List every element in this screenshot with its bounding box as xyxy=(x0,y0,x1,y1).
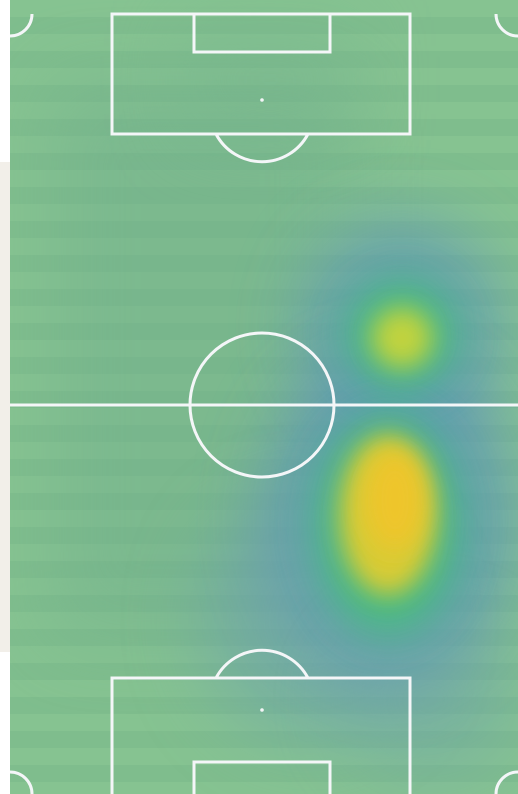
pitch-heatmap xyxy=(10,0,518,794)
top-six-yard-box xyxy=(192,12,332,54)
heat-core-upper xyxy=(372,308,432,368)
bottom-penalty-arc xyxy=(214,648,310,679)
corner-top-right xyxy=(494,13,518,38)
corner-bottom-left xyxy=(10,770,34,794)
bottom-penalty-box xyxy=(110,676,412,794)
corner-bottom-right xyxy=(494,770,518,794)
heatmap-layer xyxy=(50,20,518,780)
side-panel xyxy=(0,162,12,652)
corner-top-left xyxy=(10,13,34,38)
bottom-six-yard-box xyxy=(192,760,332,794)
bottom-penalty-spot xyxy=(260,708,264,712)
top-penalty-arc xyxy=(214,133,310,164)
top-penalty-spot xyxy=(260,98,264,102)
pitch-lines xyxy=(10,12,518,794)
centre-circle xyxy=(188,331,336,479)
